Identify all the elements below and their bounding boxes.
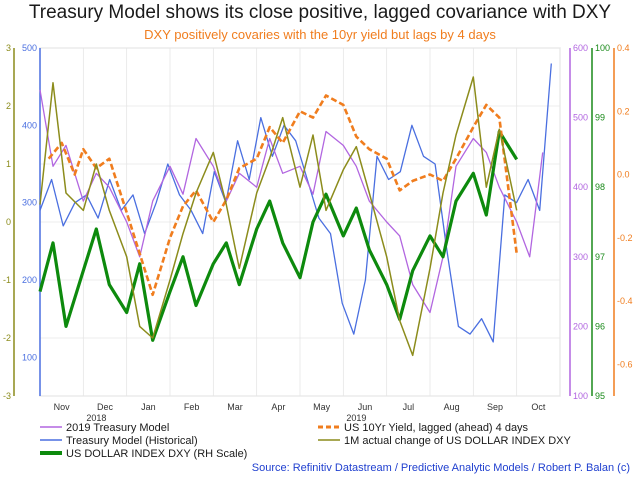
- gridlines: [39, 47, 561, 397]
- x-tick-label: Feb: [184, 402, 200, 412]
- axis-left-inner-tick-label: 400: [22, 120, 37, 130]
- series-line-2: [38, 129, 519, 342]
- axis-left-inner-tick-label: 300: [22, 198, 37, 208]
- x-tick-label: May: [313, 402, 331, 412]
- axis-left-outer-tick-label: 3: [6, 43, 11, 53]
- axis-right-2-tick-label: 99: [595, 113, 605, 123]
- x-tick-label: Nov: [54, 402, 71, 412]
- axis-right-2-tick-label: 95: [595, 391, 605, 401]
- x-tick-label: Aug: [444, 402, 460, 412]
- axis-right-2-tick-label: 98: [595, 182, 605, 192]
- x-tick-label: Mar: [227, 402, 243, 412]
- x-tick-label: Jan: [141, 402, 156, 412]
- x-tick-label: Apr: [271, 402, 285, 412]
- series-line-4: [39, 76, 518, 357]
- x-tick-label: Dec: [97, 402, 114, 412]
- axes: -3 -2 -1 0 1 2 3 100 200 300 400 500 100 200 300 400 500…: [3, 43, 633, 423]
- axis-left-outer-tick-label: -1: [3, 275, 11, 285]
- axis-left-outer-tick-label: 2: [6, 101, 11, 111]
- axis-left-outer-tick-label: 0: [6, 217, 11, 227]
- x-year-label: 2019: [346, 413, 366, 423]
- axis-left-outer-tick-label: 1: [6, 159, 11, 169]
- series-line-0: [39, 63, 552, 343]
- chart-subtitle: DXY positively covaries with the 10yr yi…: [144, 27, 496, 42]
- axis-left-inner-tick-label: 100: [22, 352, 37, 362]
- legend-label: US 10Yr Yield, lagged (ahead) 4 days: [344, 422, 529, 434]
- axis-right-1-tick-label: 500: [573, 113, 588, 123]
- axis-right-3-tick-label: 0.0: [617, 170, 630, 180]
- x-tick-label: Jul: [403, 402, 415, 412]
- axis-right-1-tick-label: 400: [573, 182, 588, 192]
- axis-right-1-tick-label: 200: [573, 321, 588, 331]
- series-group: [38, 63, 552, 357]
- source-note: Source: Refinitiv Datastream / Predictiv…: [251, 462, 630, 474]
- legend-label: 2019 Treasury Model: [66, 422, 169, 434]
- series-line-3: [47, 94, 518, 297]
- axis-right-2-tick-label: 97: [595, 252, 605, 262]
- x-tick-label: Sep: [487, 402, 503, 412]
- legend-label: US DOLLAR INDEX DXY (RH Scale): [66, 448, 247, 460]
- axis-left-outer-tick-label: -2: [3, 333, 11, 343]
- axis-right-3-tick-label: -0.2: [617, 233, 633, 243]
- axis-right-3-tick-label: -0.4: [617, 296, 633, 306]
- axis-left-inner-tick-label: 200: [22, 275, 37, 285]
- axis-right-3-tick-label: 0.4: [617, 43, 630, 53]
- axis-right-3-tick-label: -0.6: [617, 359, 633, 369]
- series-line-1: [39, 89, 544, 314]
- axis-right-1-tick-label: 100: [573, 391, 588, 401]
- x-tick-label: Jun: [358, 402, 373, 412]
- legend-label: 1M actual change of US DOLLAR INDEX DXY: [344, 435, 571, 447]
- axis-right-1-tick-label: 600: [573, 43, 588, 53]
- axis-right-2-tick-label: 96: [595, 321, 605, 331]
- axis-right-3-tick-label: 0.2: [617, 106, 630, 116]
- axis-left-outer-tick-label: -3: [3, 391, 11, 401]
- axis-right-2-tick-label: 100: [595, 43, 610, 53]
- x-year-label: 2018: [86, 413, 106, 423]
- legend-label: Treasury Model (Historical): [66, 435, 198, 447]
- x-tick-label: Oct: [531, 402, 546, 412]
- axis-left-inner-tick-label: 500: [22, 43, 37, 53]
- axis-right-1-tick-label: 300: [573, 252, 588, 262]
- chart-title: Treasury Model shows its close positive,…: [28, 2, 612, 23]
